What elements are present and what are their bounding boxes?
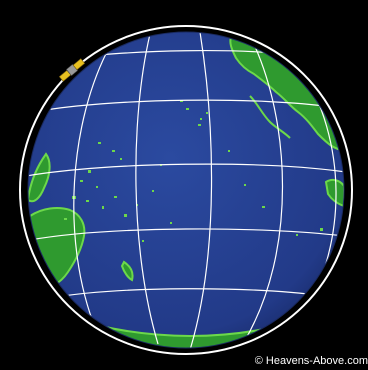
parallel-line [28,163,344,177]
meridian-line [189,32,213,348]
parallel-line [49,288,325,299]
meridian-line [73,45,111,331]
credit-text: © Heavens-Above.com [254,355,368,367]
land-north-america [28,152,51,203]
parallel-line [33,99,341,113]
orbit-path [19,25,353,355]
parallel-line [29,228,344,241]
land-indonesia [324,178,344,208]
ocean [28,32,344,348]
meridian-line [135,33,159,345]
land-japan-arc [249,95,291,139]
globe-rim [27,31,345,349]
meridian-line [243,39,284,343]
land-new-zealand [120,260,134,282]
satellite-icon [58,58,86,82]
